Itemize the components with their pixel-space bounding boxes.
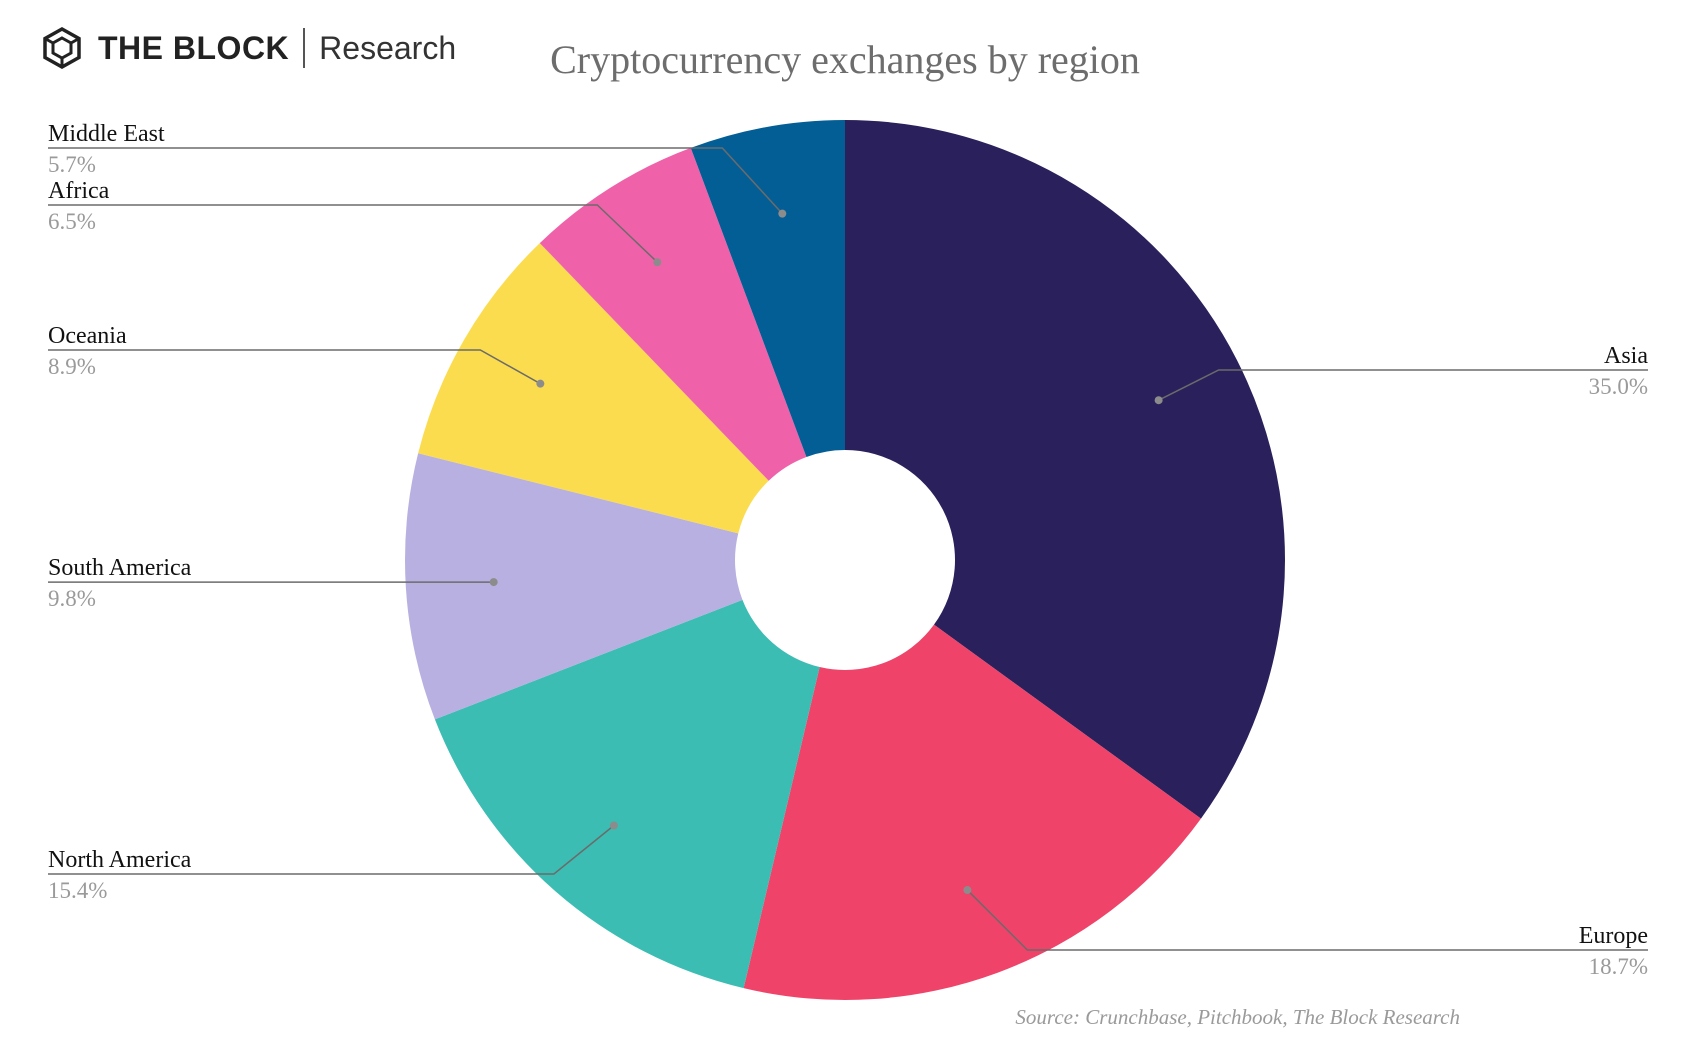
slice-value-middle-east: 5.7% xyxy=(48,152,96,177)
slice-label-north-america: North America xyxy=(48,847,192,873)
pie-slice-africa xyxy=(539,147,807,481)
brand: THE BLOCK Research xyxy=(40,26,456,70)
slice-value-europe: 18.7% xyxy=(1589,954,1648,979)
pie-slice-north-america xyxy=(434,599,820,989)
leader-dot-north-america xyxy=(609,821,618,830)
chart-title-wrap: Cryptocurrency exchanges by region xyxy=(0,36,1690,83)
pie-slice-middle-east xyxy=(690,120,845,457)
slice-label-africa: Africa xyxy=(48,178,110,204)
pie-slice-south-america xyxy=(405,453,743,720)
block-logo-icon xyxy=(43,26,81,70)
brand-name: THE BLOCK xyxy=(98,29,290,66)
leader-line-asia xyxy=(1158,369,1648,401)
slice-label-asia: Asia xyxy=(1604,343,1648,369)
source-note: Source: Crunchbase, Pitchbook, The Block… xyxy=(1015,1005,1460,1029)
slice-value-oceania: 8.9% xyxy=(48,354,96,379)
pie-slices xyxy=(405,120,1285,1000)
leader-dot-africa xyxy=(653,258,662,267)
leader-dot-south-america xyxy=(489,578,498,587)
chart-title: Cryptocurrency exchanges by region xyxy=(550,37,1140,82)
slice-label-south-america: South America xyxy=(48,555,192,581)
pie-slice-oceania xyxy=(418,243,769,534)
pie-slice-europe xyxy=(743,624,1201,1000)
slice-value-north-america: 15.4% xyxy=(48,878,107,903)
leader-line-europe xyxy=(966,889,1648,951)
slice-value-south-america: 9.8% xyxy=(48,586,96,611)
leader-lines xyxy=(48,147,1648,951)
slice-label-oceania: Oceania xyxy=(48,323,127,349)
leader-line-africa xyxy=(48,204,658,263)
slice-value-asia: 35.0% xyxy=(1589,374,1648,399)
brand-divider xyxy=(303,28,306,68)
leader-line-middle-east xyxy=(48,147,783,215)
slice-labels: Asia 35.0% Europe 18.7% North America 15.4% So… xyxy=(48,121,1648,979)
leader-dot-middle-east xyxy=(778,209,787,218)
slice-label-middle-east: Middle East xyxy=(48,121,165,147)
leader-dot-europe xyxy=(963,886,972,895)
leader-dot-oceania xyxy=(536,379,545,388)
slice-label-europe: Europe xyxy=(1579,923,1648,949)
leader-line-north-america xyxy=(48,824,615,875)
slice-value-africa: 6.5% xyxy=(48,209,96,234)
leader-line-oceania xyxy=(48,349,541,385)
pie-slice-asia xyxy=(845,120,1285,819)
brand-subtitle: Research xyxy=(319,29,457,66)
leader-dot-asia xyxy=(1154,396,1163,405)
